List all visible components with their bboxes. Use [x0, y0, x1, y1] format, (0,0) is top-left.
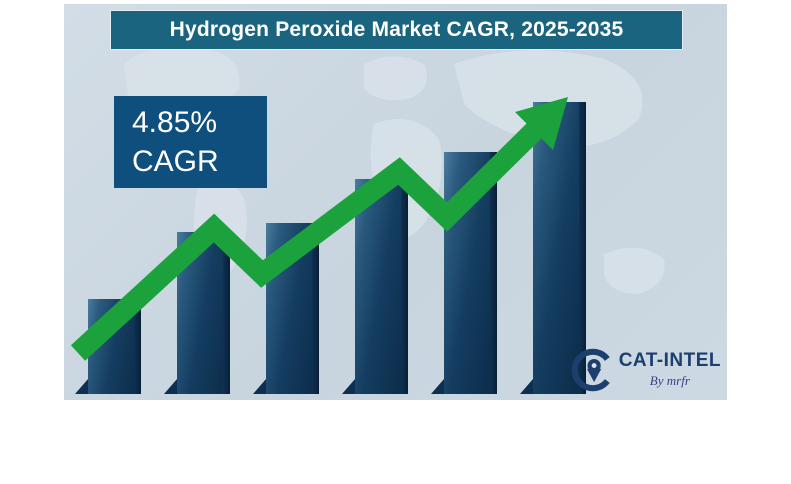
- brand-byline: By mrfr: [649, 372, 690, 388]
- brand-name: CAT-INTEL: [618, 350, 721, 372]
- brand-logo: CAT-INTEL By mrfr: [571, 348, 721, 392]
- bars: [64, 4, 727, 400]
- bar-2: [164, 232, 230, 394]
- chart-title-text: Hydrogen Peroxide Market CAGR, 2025-2035: [169, 18, 624, 41]
- bar-4: [342, 179, 408, 394]
- bar-3: [253, 223, 319, 394]
- chart-title: Hydrogen Peroxide Market CAGR, 2025-2035: [110, 10, 683, 50]
- cat-intel-logo-icon: [571, 348, 610, 392]
- bar-5: [431, 152, 497, 394]
- bar-1: [75, 299, 141, 394]
- chart-panel: Hydrogen Peroxide Market CAGR, 2025-2035…: [64, 4, 727, 400]
